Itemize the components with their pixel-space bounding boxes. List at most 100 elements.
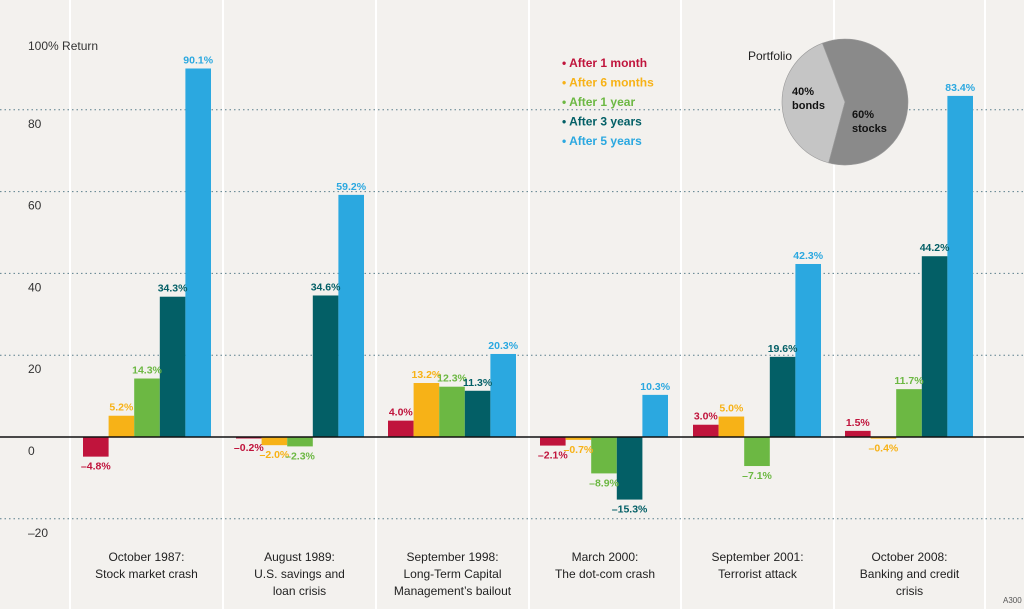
bar — [108, 415, 135, 437]
bars-layer — [83, 68, 973, 500]
pie-slice-bonds — [781, 42, 846, 164]
y-tick-label: –20 — [28, 526, 48, 540]
data-label: 34.3% — [158, 283, 188, 295]
category-label: September 1998: — [406, 550, 498, 564]
bar — [845, 430, 871, 437]
data-label: 11.3% — [463, 377, 493, 389]
data-label: –2.0% — [260, 449, 290, 461]
bar — [947, 95, 973, 438]
corner-code: A300 — [1003, 596, 1022, 605]
data-label: –0.2% — [234, 442, 264, 454]
data-label: 42.3% — [793, 250, 823, 262]
data-label: –7.1% — [742, 470, 772, 482]
bar — [744, 437, 770, 467]
data-label: 11.7% — [894, 375, 924, 387]
portfolio-pie: Portfolio 40% bonds 60% stocks — [748, 38, 909, 166]
pie-slice-stocks — [822, 38, 909, 166]
pie-name-label: bonds — [792, 100, 825, 112]
legend-entry: • After 3 years — [562, 115, 642, 129]
data-label: 12.3% — [437, 373, 467, 385]
bar — [83, 437, 109, 457]
category-label: Management’s bailout — [394, 584, 512, 598]
bar — [795, 263, 821, 437]
data-label: 5.2% — [109, 402, 134, 414]
category-label: October 2008: — [871, 550, 947, 564]
data-label: –4.8% — [81, 461, 111, 473]
category-label: September 2001: — [711, 550, 803, 564]
category-label: March 2000: — [572, 550, 639, 564]
bar — [159, 296, 186, 437]
category-label: August 1989: — [264, 550, 335, 564]
pie-pct-label: 40% — [792, 86, 814, 98]
data-label: 59.2% — [336, 181, 366, 193]
category-label: U.S. savings and — [254, 567, 345, 581]
bar — [490, 353, 516, 437]
data-label: 3.0% — [694, 411, 719, 423]
pie-title: Portfolio — [748, 49, 792, 63]
data-label: –15.3% — [612, 504, 648, 516]
category-label: Stock market crash — [95, 567, 198, 581]
bar — [540, 437, 566, 446]
bar — [413, 383, 440, 437]
bar — [693, 424, 719, 437]
pie-pct-label: 60% — [852, 109, 874, 121]
data-label: –2.3% — [285, 450, 315, 462]
legend-entry: • After 5 years — [562, 134, 642, 148]
category-label: Terrorist attack — [718, 567, 798, 581]
pie-name-label: stocks — [852, 123, 887, 135]
category-label: Long-Term Capital — [403, 567, 501, 581]
data-label: 5.0% — [719, 403, 744, 415]
category-label: Banking and credit — [860, 567, 960, 581]
data-label: 19.6% — [768, 343, 798, 355]
legend-entry: • After 6 months — [562, 76, 654, 90]
y-tick-label: 40 — [28, 280, 42, 294]
category-label: The dot-com crash — [555, 567, 655, 581]
data-label: 34.6% — [311, 281, 341, 293]
data-label: –0.4% — [869, 443, 899, 455]
data-label: 14.3% — [132, 365, 162, 377]
legend: • After 1 month • After 6 months • After 1… — [562, 56, 654, 148]
y-tick-label: 60 — [28, 199, 42, 213]
bar — [261, 437, 288, 446]
data-label: 20.3% — [488, 340, 518, 352]
data-label: 44.2% — [920, 242, 950, 254]
data-label: –0.7% — [564, 444, 594, 456]
bar — [388, 420, 414, 437]
data-label: 10.3% — [640, 381, 670, 393]
bar — [896, 389, 922, 437]
y-axis-title: 100% Return — [28, 39, 98, 53]
data-label: 1.5% — [846, 417, 871, 429]
bar — [464, 390, 491, 437]
bar — [591, 437, 617, 474]
data-label: –2.1% — [538, 450, 568, 462]
y-tick-label: 0 — [28, 444, 35, 458]
bar — [642, 394, 668, 437]
data-label: 83.4% — [945, 82, 975, 94]
labels-layer: –4.8% –0.2% 4.0% –2.1% 3.0% 1.5% 5.2% –2.0% 13.2… — [0, 54, 1024, 598]
bar — [565, 437, 592, 440]
y-tick-label: 80 — [28, 117, 42, 131]
bar — [338, 194, 364, 437]
data-label: 13.2% — [412, 369, 442, 381]
bar — [769, 356, 796, 437]
bar — [921, 256, 948, 437]
y-tick-label: 20 — [28, 362, 42, 376]
bar — [287, 437, 313, 447]
legend-entry: • After 1 month — [562, 56, 647, 70]
bar — [134, 378, 160, 437]
category-label: October 1987: — [108, 550, 184, 564]
category-label: crisis — [896, 584, 923, 598]
bar — [312, 295, 339, 437]
legend-entry: • After 1 year — [562, 95, 635, 109]
bar — [439, 386, 465, 437]
bar — [185, 68, 211, 437]
data-label: 90.1% — [183, 54, 213, 66]
bar — [616, 437, 643, 500]
category-label: loan crisis — [273, 584, 326, 598]
bar — [718, 416, 745, 437]
data-label: 4.0% — [389, 407, 414, 419]
data-label: –8.9% — [589, 477, 619, 489]
bar — [870, 437, 897, 439]
